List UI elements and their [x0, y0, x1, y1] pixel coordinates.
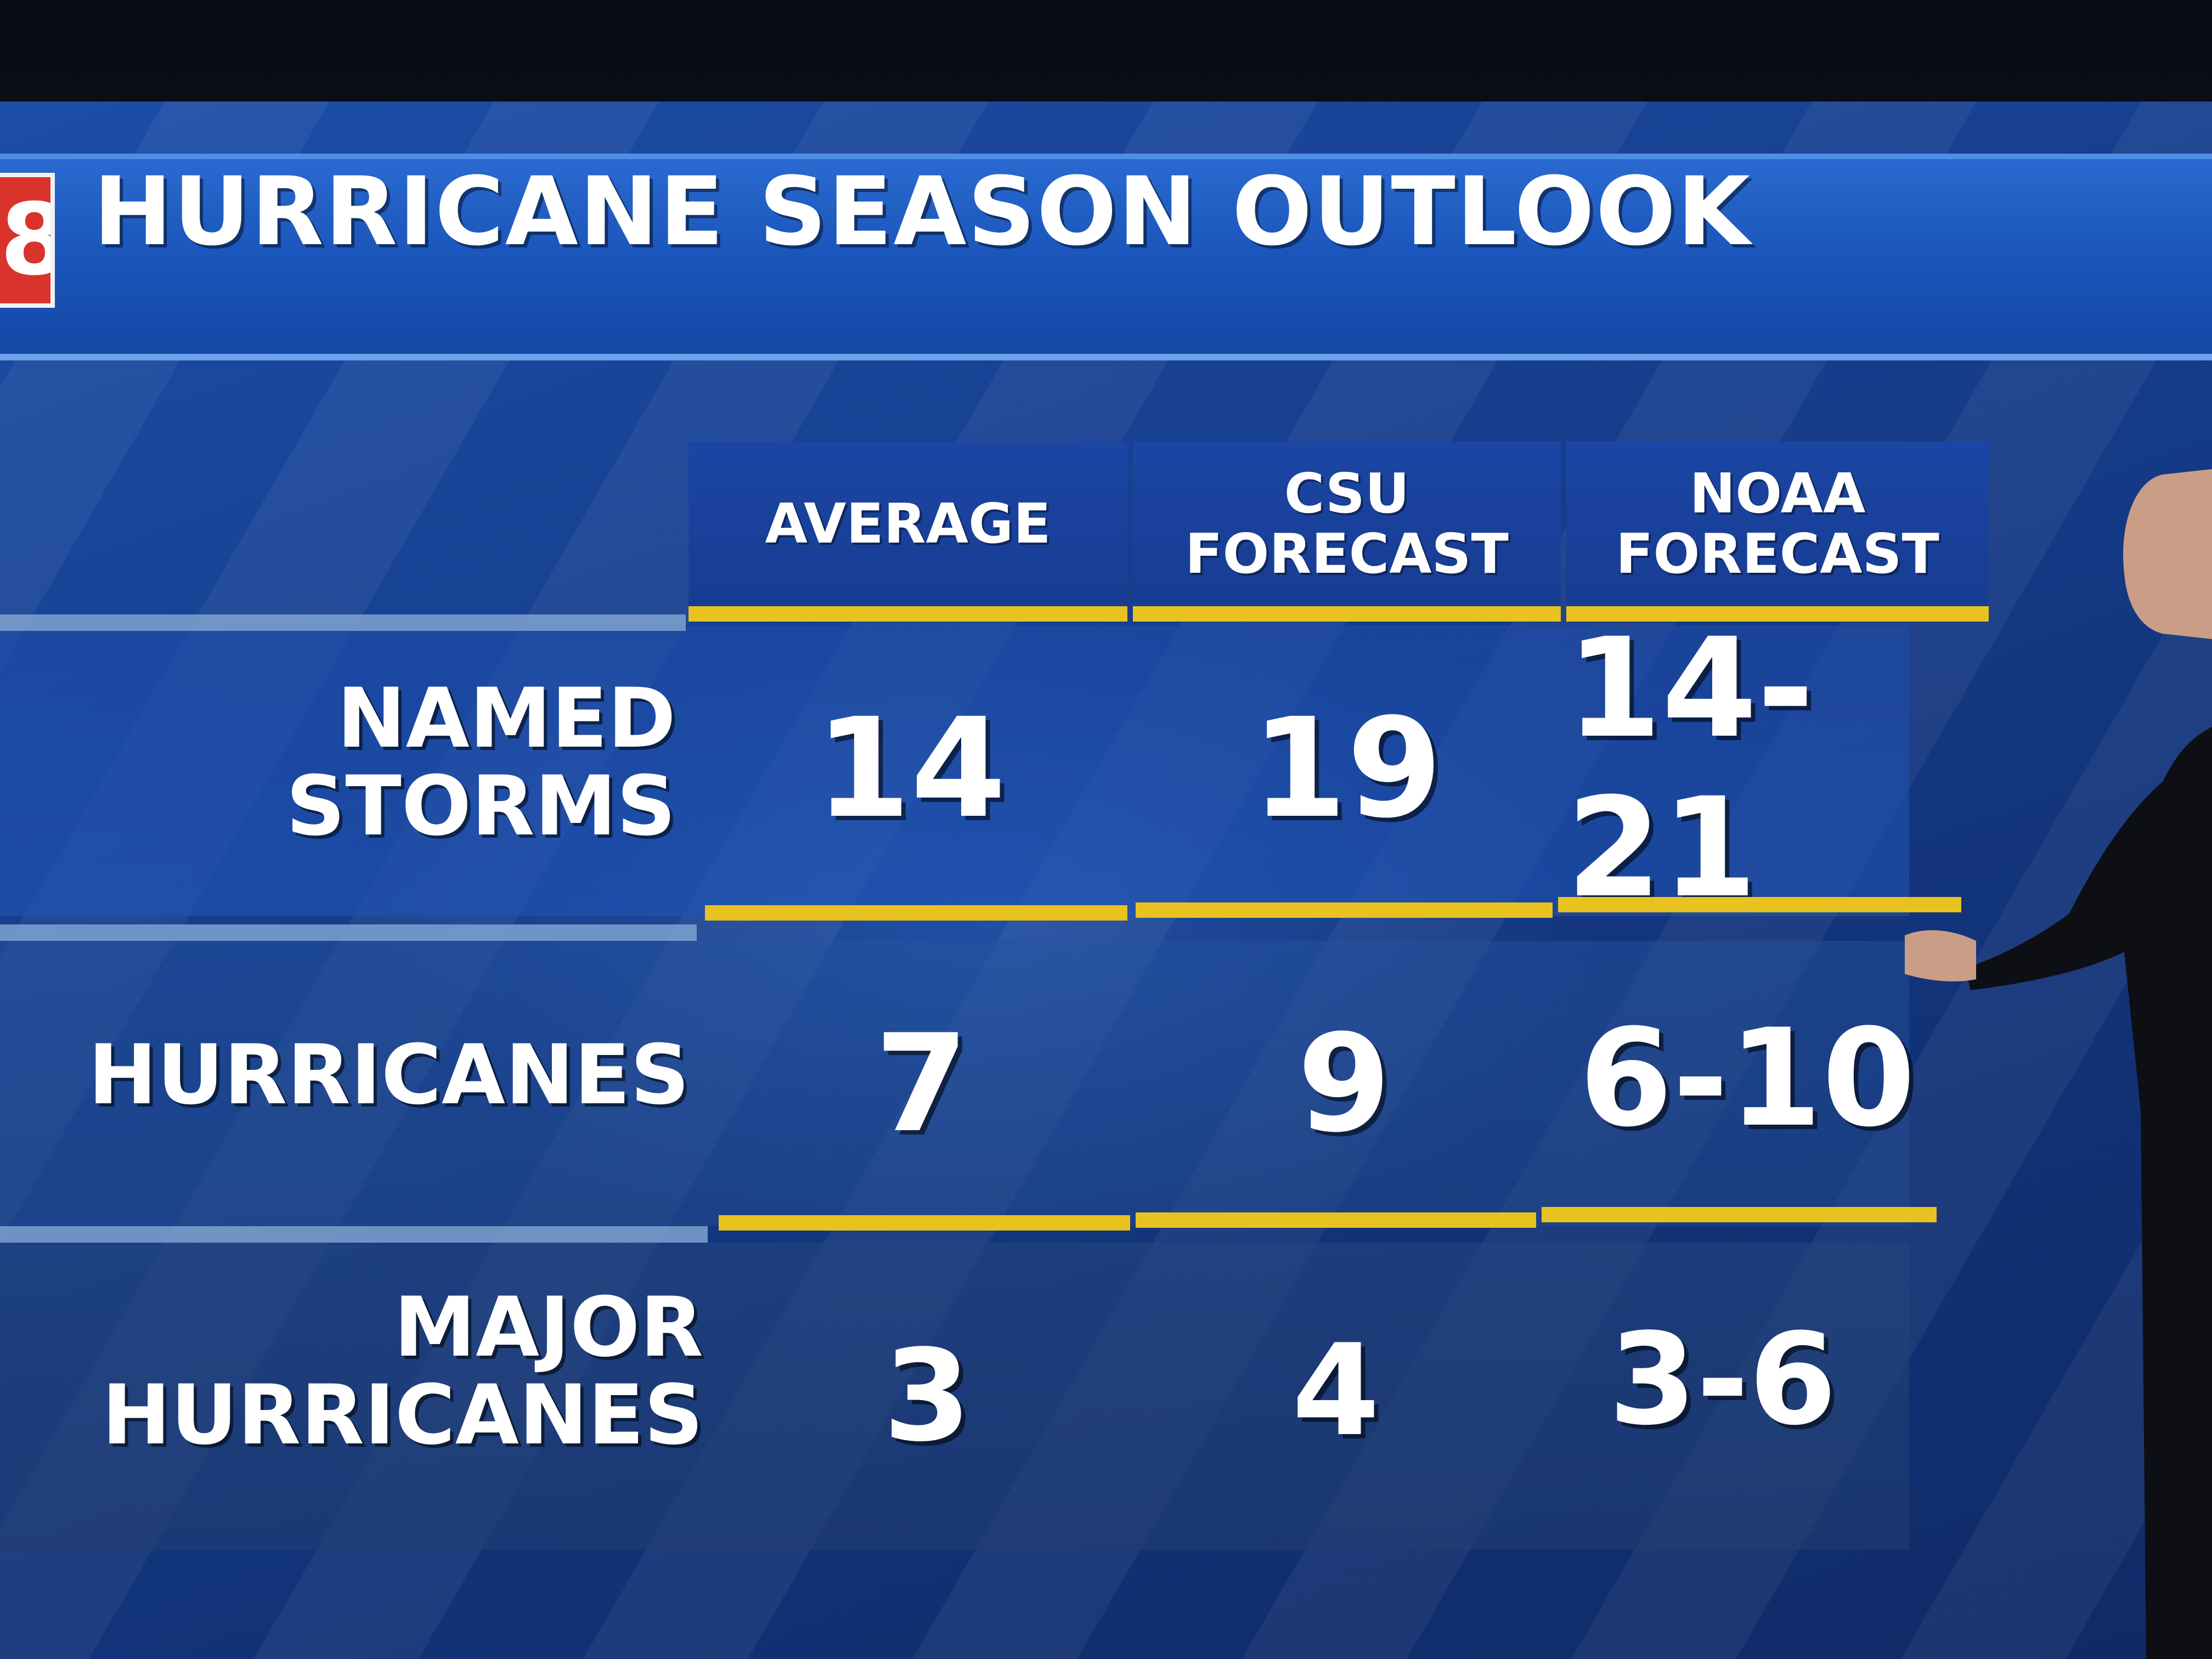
column-header-csu-forecast: CSU FORECAST	[1133, 442, 1561, 622]
cell-hurricanes-average: 7	[874, 1005, 969, 1162]
cell-major-hurricanes-noaa: 3-6	[1609, 1306, 1837, 1453]
cell-major-hurricanes-csu: 4	[1291, 1317, 1380, 1464]
separator-line	[705, 905, 1127, 921]
presenter-silhouette	[1905, 469, 2212, 1659]
row-divider	[0, 614, 686, 631]
separator-line	[1558, 897, 1961, 912]
row-background-named-storms	[0, 625, 1909, 916]
cell-named-storms-csu: 19	[1251, 688, 1442, 848]
presenter-body	[1965, 727, 2212, 1659]
title-bar	[0, 154, 2212, 360]
row-background-major-hurricanes	[0, 1243, 1909, 1550]
presenter-head	[2123, 469, 2212, 639]
cell-named-storms-average: 14	[815, 688, 1006, 848]
row-divider	[0, 924, 697, 941]
station-logo: 8	[0, 173, 55, 308]
row-background-hurricanes	[0, 941, 1909, 1226]
separator-line	[719, 1215, 1130, 1231]
cell-hurricanes-noaa: 6-10	[1579, 1000, 1916, 1156]
row-label-named-storms: NAMED STORMS	[286, 671, 676, 854]
row-label-hurricanes: HURRICANES	[88, 1028, 690, 1123]
cell-hurricanes-csu: 9	[1297, 1005, 1391, 1162]
row-label-major-hurricanes: MAJOR HURRICANES	[101, 1280, 703, 1463]
presenter-hand	[1905, 930, 1976, 981]
separator-line	[1136, 902, 1553, 918]
column-header-average: AVERAGE	[689, 442, 1127, 622]
separator-line	[1542, 1207, 1937, 1222]
separator-line	[1136, 1212, 1536, 1228]
column-header-noaa-forecast: NOAA FORECAST	[1566, 442, 1989, 622]
row-divider	[0, 1226, 708, 1243]
cell-major-hurricanes-average: 3	[883, 1323, 972, 1470]
page-title: HURRICANE SEASON OUTLOOK	[93, 156, 1751, 267]
broadcast-screen: 8 HURRICANE SEASON OUTLOOK AVERAGE CSU F…	[0, 101, 2212, 1659]
